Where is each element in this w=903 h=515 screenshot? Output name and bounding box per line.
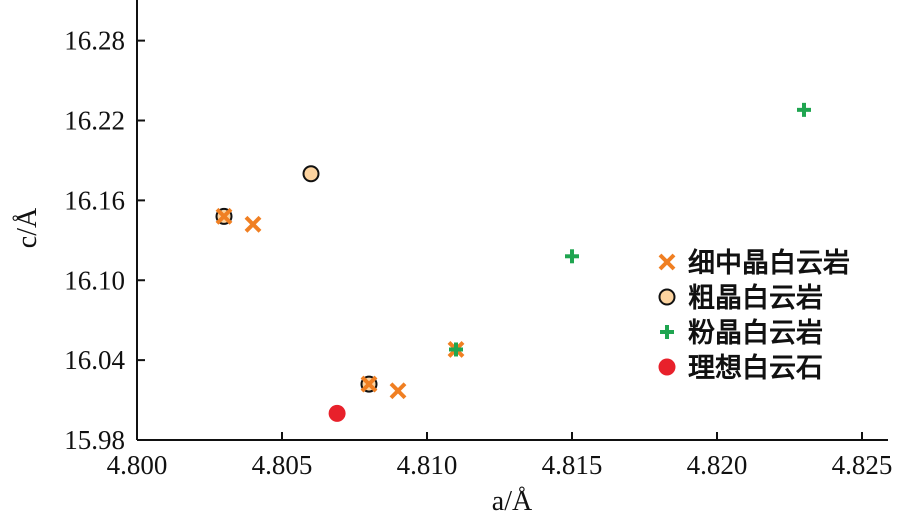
ticks xyxy=(136,39,863,441)
legend-marker-plus xyxy=(660,325,674,339)
legend-label: 粉晶白云岩 xyxy=(688,317,823,349)
data-point-x xyxy=(244,215,262,233)
y-tick-label: 16.28 xyxy=(64,26,125,56)
x-tick-label: 4.825 xyxy=(832,450,893,480)
legend-marker-dot xyxy=(658,358,676,376)
data-point-x xyxy=(389,382,407,400)
legend-marker-circle xyxy=(658,288,676,306)
data-points xyxy=(215,102,811,422)
x-axis-title: a/Å xyxy=(492,486,533,515)
y-axis-title: c/Å xyxy=(12,207,43,248)
data-point-x xyxy=(215,207,233,225)
data-point-dot xyxy=(328,404,346,422)
legend-label: 粗晶白云岩 xyxy=(688,282,823,314)
y-tick-label: 16.16 xyxy=(64,185,125,215)
x-tick-label: 4.815 xyxy=(542,450,603,480)
legend-label: 细中晶白云岩 xyxy=(688,247,850,279)
y-tick-label: 15.98 xyxy=(64,425,125,455)
x-tick-label: 4.800 xyxy=(107,450,168,480)
x-tick-label: 4.810 xyxy=(397,450,458,480)
tick-labels: 4.800 4.805 4.810 4.815 4.820 4.825 15.98 16.04… xyxy=(64,26,892,480)
data-point-plus xyxy=(565,249,579,264)
data-point-circle xyxy=(302,165,320,183)
data-point-plus xyxy=(449,342,463,357)
x-tick-label: 4.820 xyxy=(687,450,748,480)
y-tick-label: 16.10 xyxy=(64,265,125,295)
y-tick-label: 16.22 xyxy=(64,106,125,136)
data-point-plus xyxy=(797,102,811,117)
legend-marker-x xyxy=(658,253,676,271)
x-tick-label: 4.805 xyxy=(252,450,313,480)
data-point-x xyxy=(360,375,378,393)
y-tick-label: 16.04 xyxy=(64,345,125,375)
axes xyxy=(136,0,888,441)
legend-label: 理想白云石 xyxy=(688,352,823,384)
